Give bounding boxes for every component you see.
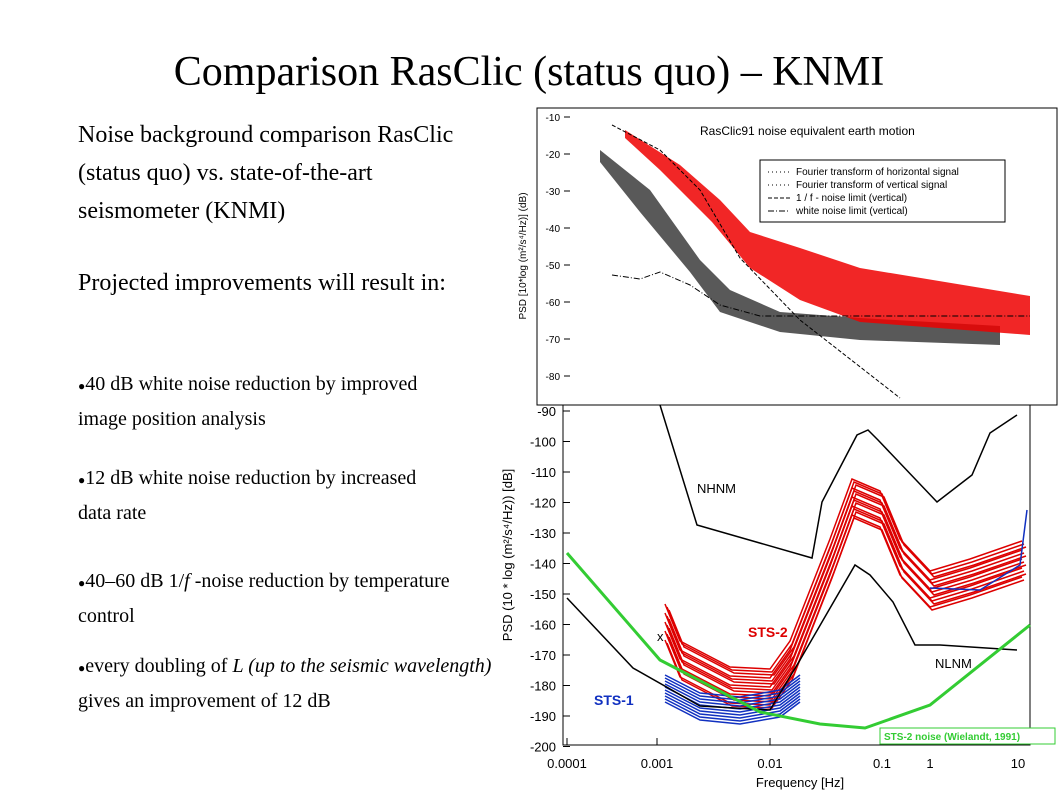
bullet-symbol: ● (78, 379, 86, 393)
y-tick-label: -70 (546, 335, 561, 346)
legend-box (759, 159, 1006, 223)
sts2-noise-line (565, 552, 1031, 730)
bullet-text: -noise reduction by temperature control (78, 570, 450, 627)
y-tick-label: -170 (530, 648, 556, 663)
y-tick-label: -180 (530, 679, 556, 694)
sts2-curve (664, 486, 1023, 679)
bullet-text: f (184, 570, 190, 592)
sts2-curve (664, 477, 1023, 670)
bullet-text: 40–60 dB 1/ (85, 570, 185, 592)
bullet-text: 12 dB white noise reduction by increased… (78, 467, 417, 524)
y-tick-label: -90 (537, 404, 556, 419)
bullet: ●40 dB white noise reduction by improved… (78, 368, 458, 436)
bullet-text: gives an improvement of 12 dB (78, 690, 331, 712)
y-tick-label: -60 (546, 298, 561, 309)
nlnm-label: NLNM (935, 656, 972, 671)
y-tick-label: -130 (530, 526, 556, 541)
slide-title: Comparison RasClic (status quo) – KNMI (173, 49, 885, 95)
white-noise-line (611, 271, 1030, 317)
sts1-curve (664, 683, 801, 707)
sts2-noise-label: STS-2 noise (Wielandt, 1991) (884, 732, 1020, 743)
sts2-curve (664, 495, 1023, 688)
y-tick-label: -140 (530, 557, 556, 572)
y-tick-label: -160 (530, 618, 556, 633)
sts2-label: STS-2 (748, 624, 788, 640)
bullet-text: 40 dB white noise reduction by improved … (78, 373, 418, 430)
one-over-f-line (611, 124, 901, 399)
sts1-curve (664, 701, 801, 725)
bullet: ●every doubling of L (up to the seismic … (78, 650, 498, 718)
y-tick-label: -200 (530, 740, 556, 755)
sts1-curve (929, 509, 1028, 591)
x-tick-label: 0.001 (641, 756, 674, 771)
x-tick-label: 0.0001 (547, 756, 587, 771)
bullet-symbol: ● (78, 661, 86, 675)
y-tick-label: -120 (530, 496, 556, 511)
bullet: ●12 dB white noise reduction by increase… (78, 462, 428, 530)
y-tick-label: -110 (531, 465, 556, 480)
y-tick-label: -40 (546, 224, 561, 235)
x-tick-label: 0.1 (873, 756, 891, 771)
bottom-ticks: -90 -100 -110 -120 -130 -140 -150 -160 -170 -180 -… (530, 404, 1025, 771)
paragraph: Noise background comparison RasClic (sta… (78, 122, 454, 224)
y-tick-label: -80 (546, 372, 561, 383)
bullet-text: L (up to the seismic wavelength) (232, 655, 492, 677)
figure-title: RasClic91 noise equivalent earth motion (700, 124, 915, 138)
horizontal-scatter (625, 130, 1030, 335)
sts1-curve (664, 689, 801, 713)
x-tick-label: 1 (926, 756, 933, 771)
y-tick-label: -50 (546, 261, 561, 272)
y-tick-label: -30 (546, 187, 561, 198)
sts1-curve (664, 674, 801, 698)
legend-entry: 1 / f - noise limit (vertical) (796, 193, 907, 204)
y-tick-label: -150 (530, 587, 556, 602)
y-axis-label: PSD (10 * log (m²/s⁴/Hz)) [dB] (500, 469, 515, 641)
legend-entry: white noise limit (vertical) (795, 206, 908, 217)
sts2-curve (664, 504, 1023, 697)
y-axis-label: PSD [10*log (m²/s⁴/Hz)] (dB) (518, 192, 529, 319)
legend-entry: Fourier transform of horizontal signal (796, 167, 959, 178)
nhnm-label: NHNM (697, 481, 736, 496)
marker-label: x (657, 629, 664, 644)
note-box (879, 727, 1056, 745)
x-tick-label: 0.01 (757, 756, 782, 771)
x-axis-label: Frequency [Hz] (756, 775, 844, 790)
bullet-symbol: ● (78, 576, 86, 590)
bullet: ●40–60 dB 1/f -noise reduction by temper… (78, 565, 458, 633)
sts1-curve (664, 695, 801, 719)
y-tick-label: -10 (546, 113, 561, 124)
nlnm-line (566, 563, 1018, 711)
sts1-label: STS-1 (594, 692, 634, 708)
paragraph: Projected improvements will result in: (78, 270, 446, 296)
bullet-text: every doubling of (85, 655, 233, 677)
y-tick-label: -20 (546, 150, 561, 161)
sts1-curve (664, 698, 801, 722)
legend-entry: Fourier transform of vertical signal (796, 180, 947, 191)
top-ticks: -10 -20 -30 -40 -50 -60 -70 -80 Fourier transfor… (546, 113, 959, 383)
bullet-symbol: ● (78, 473, 86, 487)
y-tick-label: -190 (530, 709, 556, 724)
nhnm-line (659, 404, 1018, 559)
y-tick-label: -100 (530, 435, 556, 450)
x-tick-label: 10 (1011, 756, 1025, 771)
sts1-curve (664, 692, 801, 716)
